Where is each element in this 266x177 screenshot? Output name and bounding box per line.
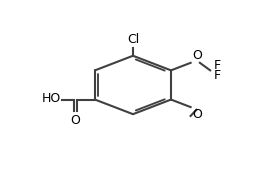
Text: Cl: Cl — [127, 33, 139, 46]
Text: HO: HO — [41, 92, 61, 105]
Text: F: F — [213, 69, 221, 82]
Text: O: O — [70, 114, 80, 127]
Text: O: O — [193, 108, 202, 121]
Text: O: O — [193, 49, 202, 62]
Text: F: F — [213, 59, 221, 72]
